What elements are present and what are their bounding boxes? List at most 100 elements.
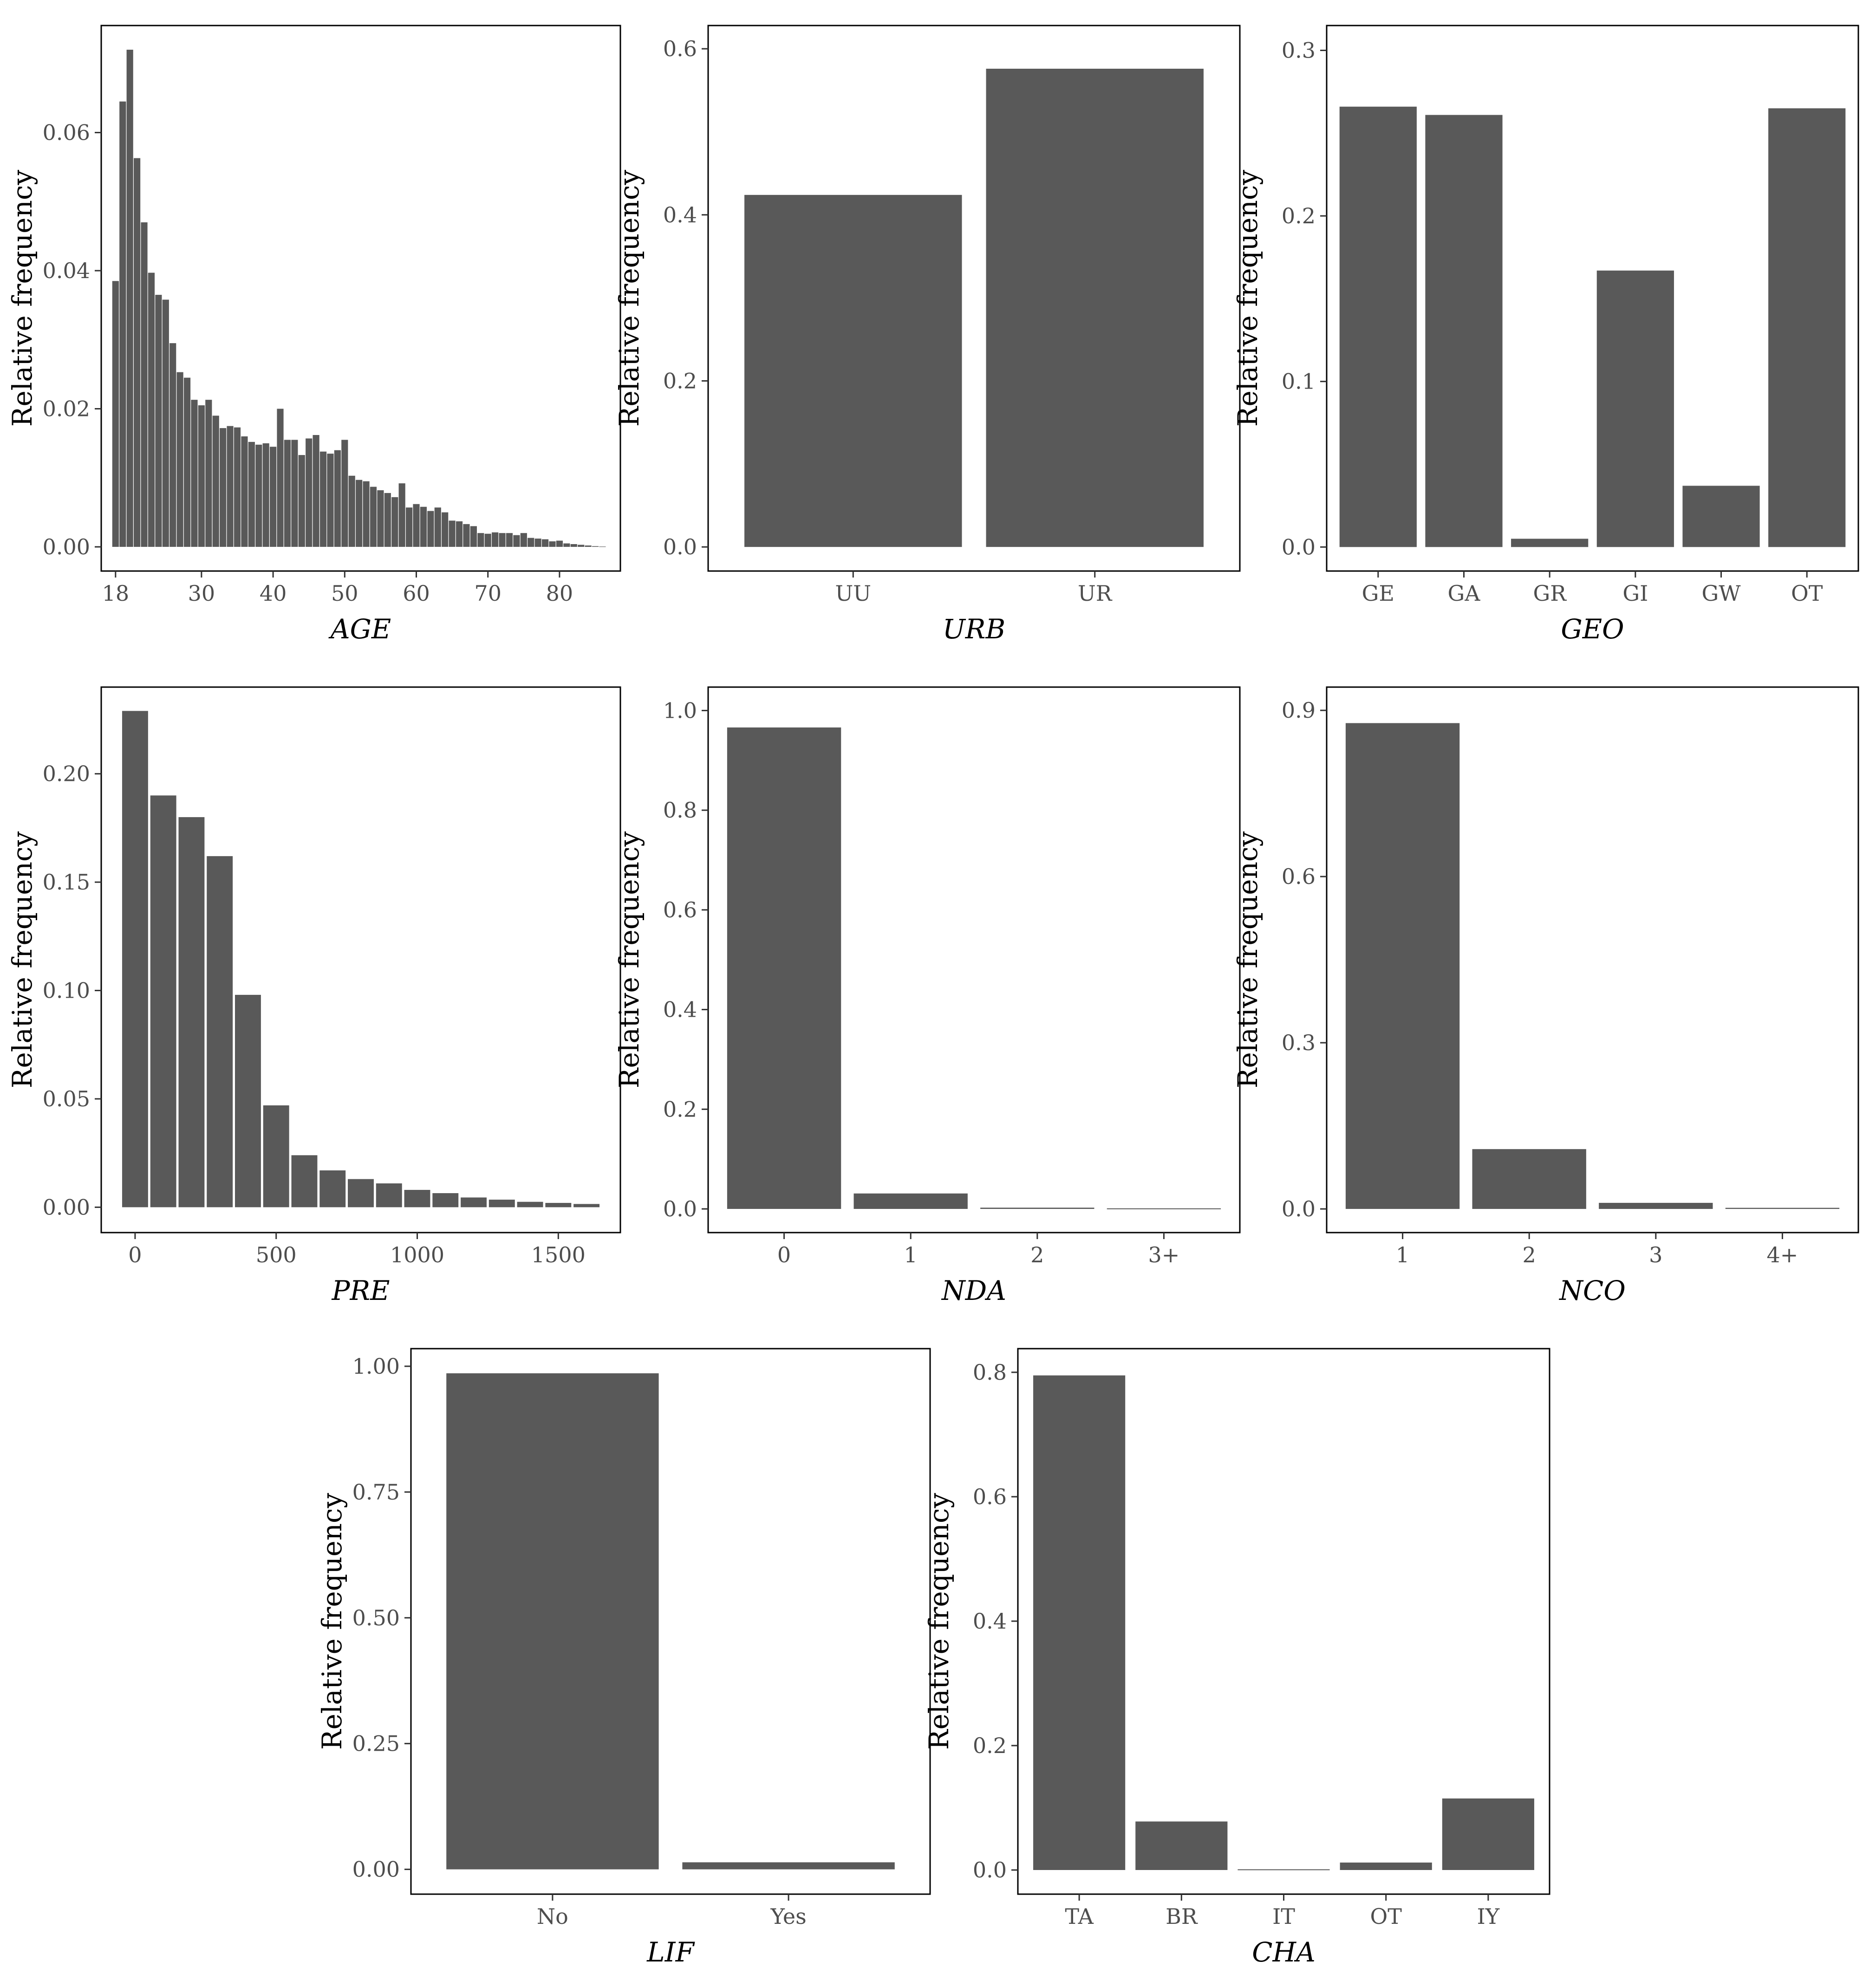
y-tick-label: 0.00 bbox=[43, 534, 90, 559]
x-tick-label: UU bbox=[835, 581, 871, 606]
y-tick-label: 0.8 bbox=[973, 1360, 1007, 1385]
bar bbox=[456, 521, 463, 547]
x-axis-title: PRE bbox=[331, 1275, 390, 1306]
x-axis-title: NDA bbox=[941, 1275, 1006, 1306]
chart-nda: 0 1 2 3+ 0.0 0.2 0.4 0.6 0.8 1.0 NDA Relative frequ… bbox=[613, 686, 1241, 1306]
chart-age: 18 30 40 50 60 70 80 0.00 0.02 0.04 0.06 AGE Relativ… bbox=[7, 25, 621, 645]
y-tick-label: 0.05 bbox=[43, 1086, 90, 1111]
bar bbox=[141, 222, 148, 547]
bar bbox=[484, 533, 491, 547]
bar-2 bbox=[1472, 1149, 1586, 1209]
y-tick-label: 1.0 bbox=[663, 698, 697, 723]
x-tick-label: 500 bbox=[256, 1242, 297, 1267]
bar-1 bbox=[853, 1193, 968, 1209]
bar bbox=[234, 427, 241, 547]
bar bbox=[263, 1105, 289, 1208]
bar bbox=[291, 440, 298, 547]
x-tick-label: 40 bbox=[260, 581, 287, 606]
x-tick-label: 60 bbox=[403, 581, 430, 606]
bar-iy bbox=[1442, 1798, 1534, 1870]
chart-lif: No Yes 0.00 0.25 0.50 0.75 1.00 LIF Relative fre… bbox=[316, 1348, 931, 1968]
y-tick-label: 0.1 bbox=[1282, 369, 1316, 394]
y-axis-title: Relative frequency bbox=[613, 170, 645, 427]
x-tick-label: Yes bbox=[770, 1904, 806, 1929]
bar bbox=[599, 546, 606, 547]
bar bbox=[150, 795, 176, 1208]
bar bbox=[499, 533, 506, 547]
x-tick-label: 80 bbox=[546, 581, 573, 606]
bar bbox=[517, 1201, 543, 1208]
chart-urb: UU UR 0.0 0.2 0.4 0.6 URB Relative frequency bbox=[613, 25, 1241, 645]
x-tick-label: 70 bbox=[474, 581, 502, 606]
bar bbox=[291, 1155, 318, 1208]
bar bbox=[384, 493, 391, 547]
y-tick-label: 0.9 bbox=[1282, 698, 1316, 723]
bar bbox=[585, 545, 592, 547]
y-tick-label: 0.8 bbox=[663, 798, 697, 823]
y-tick-label: 0.3 bbox=[1282, 1030, 1316, 1055]
bar bbox=[319, 1170, 346, 1208]
bar bbox=[306, 438, 313, 547]
bar bbox=[270, 447, 277, 547]
x-tick-label: 1500 bbox=[531, 1242, 586, 1267]
bar bbox=[313, 435, 319, 547]
bar bbox=[327, 454, 334, 547]
bar-br bbox=[1135, 1821, 1228, 1870]
bar bbox=[356, 480, 363, 547]
y-tick-label: 0.0 bbox=[973, 1857, 1007, 1883]
y-tick-label: 0.04 bbox=[43, 258, 90, 283]
bar bbox=[241, 436, 248, 547]
x-tick-label: UR bbox=[1078, 581, 1113, 606]
y-tick-label: 0.06 bbox=[43, 120, 90, 145]
bar bbox=[573, 1204, 600, 1208]
chart-pre: 0 500 1000 1500 0.00 0.05 0.10 0.15 0.20 PRE Relat… bbox=[7, 686, 621, 1306]
bar bbox=[370, 487, 377, 547]
bar bbox=[262, 443, 269, 547]
x-tick-label: 1 bbox=[904, 1242, 918, 1267]
y-tick-label: 0.2 bbox=[973, 1733, 1007, 1758]
bar bbox=[155, 295, 162, 547]
y-tick-label: 0.2 bbox=[1282, 203, 1316, 228]
x-tick-label: 3 bbox=[1649, 1242, 1662, 1267]
bar bbox=[334, 450, 341, 547]
x-tick-label: IY bbox=[1477, 1904, 1500, 1929]
y-tick-label: 0.0 bbox=[1282, 534, 1316, 559]
bar bbox=[148, 273, 155, 547]
bar-0 bbox=[727, 727, 841, 1209]
bar-gi bbox=[1596, 270, 1674, 547]
x-tick-label: 0 bbox=[777, 1242, 791, 1267]
bar bbox=[205, 400, 212, 547]
bar bbox=[563, 543, 570, 547]
x-tick-label: GE bbox=[1362, 581, 1394, 606]
x-tick-label: GR bbox=[1533, 581, 1567, 606]
y-axis-title: Relative frequency bbox=[923, 1493, 955, 1750]
bar bbox=[442, 512, 449, 547]
bar bbox=[549, 541, 556, 547]
x-tick-label: IT bbox=[1272, 1904, 1295, 1929]
y-tick-label: 1.00 bbox=[352, 1354, 400, 1379]
y-tick-label: 0.00 bbox=[352, 1857, 400, 1882]
y-tick-label: 0.02 bbox=[43, 396, 90, 421]
bar-ur bbox=[986, 68, 1204, 547]
x-tick-label: 50 bbox=[331, 581, 358, 606]
bar bbox=[461, 1197, 487, 1208]
x-tick-label: 4+ bbox=[1767, 1242, 1798, 1267]
bar-2 bbox=[980, 1208, 1094, 1209]
bar-yes bbox=[682, 1862, 895, 1870]
x-tick-label: BR bbox=[1166, 1904, 1198, 1929]
bar bbox=[298, 455, 305, 547]
y-axis-title: Relative frequency bbox=[1232, 170, 1264, 427]
bar bbox=[363, 481, 370, 547]
bar bbox=[432, 1193, 459, 1208]
y-tick-label: 0.6 bbox=[663, 36, 697, 61]
y-tick-label: 0.10 bbox=[43, 978, 90, 1003]
bar-gr bbox=[1511, 539, 1589, 547]
bar bbox=[178, 817, 205, 1208]
bar bbox=[528, 538, 534, 547]
bar-ot bbox=[1768, 108, 1846, 547]
x-tick-label: OT bbox=[1791, 581, 1823, 606]
bar bbox=[405, 507, 413, 547]
bar bbox=[541, 539, 549, 547]
bar bbox=[420, 506, 427, 547]
